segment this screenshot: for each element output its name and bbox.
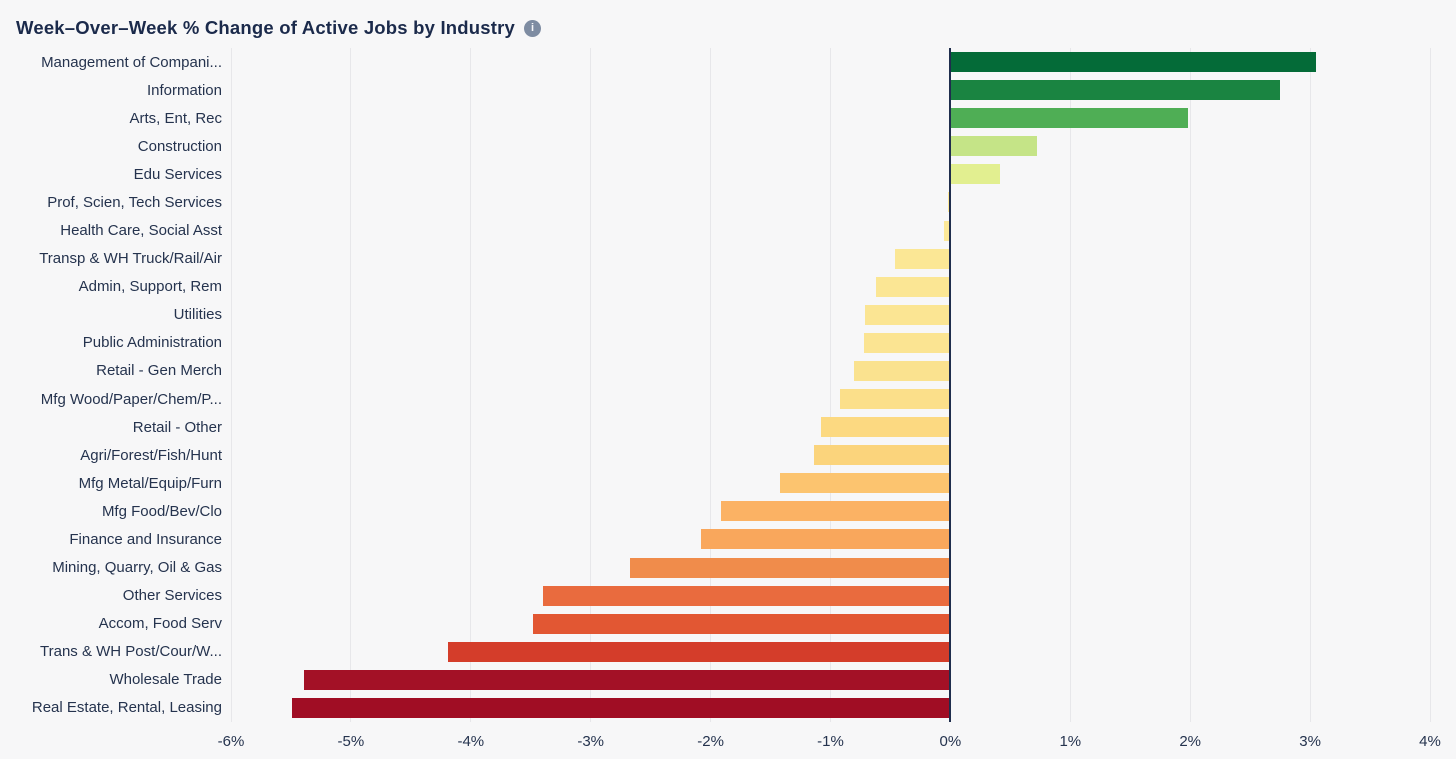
category-label: Other Services <box>122 587 222 605</box>
page-title: Week–Over–Week % Change of Active Jobs b… <box>16 17 516 38</box>
bar[interactable] <box>292 697 951 718</box>
category-label: Accom, Food Serv <box>98 615 222 633</box>
bar[interactable] <box>895 248 951 269</box>
category-label: Public Administration <box>82 334 222 352</box>
gridline <box>1069 48 1071 722</box>
category-label: Edu Services <box>133 165 222 183</box>
x-tick-label: 2% <box>1179 733 1202 750</box>
gridline <box>710 48 712 722</box>
bar[interactable] <box>950 136 1037 157</box>
bar[interactable] <box>948 192 951 213</box>
x-tick-label: -4% <box>457 733 485 750</box>
category-label: Management of Compani... <box>41 53 222 71</box>
bar[interactable] <box>950 80 1281 101</box>
category-label: Wholesale Trade <box>109 671 222 689</box>
category-label: Arts, Ent, Rec <box>129 109 222 127</box>
bar[interactable] <box>721 501 951 522</box>
x-tick-label: 0% <box>939 733 962 750</box>
bar[interactable] <box>533 613 951 634</box>
bar[interactable] <box>448 641 951 662</box>
x-tick-label: -2% <box>697 733 724 750</box>
x-tick-label: 1% <box>1059 733 1082 750</box>
category-label: Retail - Gen Merch <box>96 362 222 380</box>
category-label: Transp & WH Truck/Rail/Air <box>39 250 222 268</box>
category-label: Finance and Insurance <box>69 530 222 548</box>
category-label: Agri/Forest/Fish/Hunt <box>80 446 222 464</box>
bar[interactable] <box>820 417 951 438</box>
gridline <box>1189 48 1191 722</box>
gridline <box>590 48 592 722</box>
x-tick-label: -1% <box>817 733 844 750</box>
gridline <box>470 48 472 722</box>
category-label: Information <box>146 81 222 99</box>
gridline <box>1309 48 1311 722</box>
category-label: Construction <box>137 137 222 155</box>
category-label: Health Care, Social Asst <box>60 222 222 240</box>
bar[interactable] <box>542 585 951 606</box>
zero-axis-line <box>949 48 952 722</box>
category-label: Prof, Scien, Tech Services <box>47 193 222 211</box>
bar[interactable] <box>630 557 951 578</box>
x-tick-label: -3% <box>577 733 605 750</box>
bar-chart: Management of Compani... Information Arts,… <box>0 44 1456 759</box>
info-icon[interactable]: i <box>524 19 542 37</box>
category-label: Mfg Food/Bev/Clo <box>101 502 222 520</box>
gridline <box>230 48 232 722</box>
category-label: Mining, Quarry, Oil & Gas <box>52 559 222 577</box>
category-label: Utilities <box>173 306 222 324</box>
category-label: Admin, Support, Rem <box>78 278 222 296</box>
category-label: Mfg Metal/Equip/Furn <box>78 474 222 492</box>
bar[interactable] <box>950 108 1188 129</box>
x-tick-label: -6% <box>217 733 245 750</box>
gridline <box>350 48 352 722</box>
bar[interactable] <box>865 304 951 325</box>
category-label: Trans & WH Post/Cour/W... <box>40 643 222 661</box>
bar[interactable] <box>876 276 951 297</box>
gridline <box>830 48 831 722</box>
category-label: Real Estate, Rental, Leasing <box>31 699 222 717</box>
bar[interactable] <box>701 529 951 550</box>
chart-header: Week–Over–Week % Change of Active Jobs b… <box>0 0 1456 44</box>
bar[interactable] <box>304 669 951 690</box>
category-label: Retail - Other <box>132 418 222 436</box>
bar[interactable] <box>950 164 1000 185</box>
bar[interactable] <box>944 220 951 241</box>
bar[interactable] <box>864 332 951 353</box>
bar[interactable] <box>840 389 951 410</box>
bar[interactable] <box>950 52 1317 73</box>
bar[interactable] <box>813 445 951 466</box>
gridline <box>1429 48 1431 722</box>
category-labels: Management of Compani... Information Arts,… <box>0 48 222 722</box>
x-tick-label: 3% <box>1299 733 1321 750</box>
x-tick-label: 4% <box>1419 733 1441 750</box>
x-tick-label: -5% <box>337 733 365 750</box>
bar[interactable] <box>780 473 951 494</box>
x-axis: -6% -5% -4% -3% -2% -1% 0% 1% 2% 3% 4% <box>218 726 1441 758</box>
category-label: Mfg Wood/Paper/Chem/P... <box>40 390 222 408</box>
bar[interactable] <box>854 360 951 381</box>
plot-area <box>230 48 1431 722</box>
